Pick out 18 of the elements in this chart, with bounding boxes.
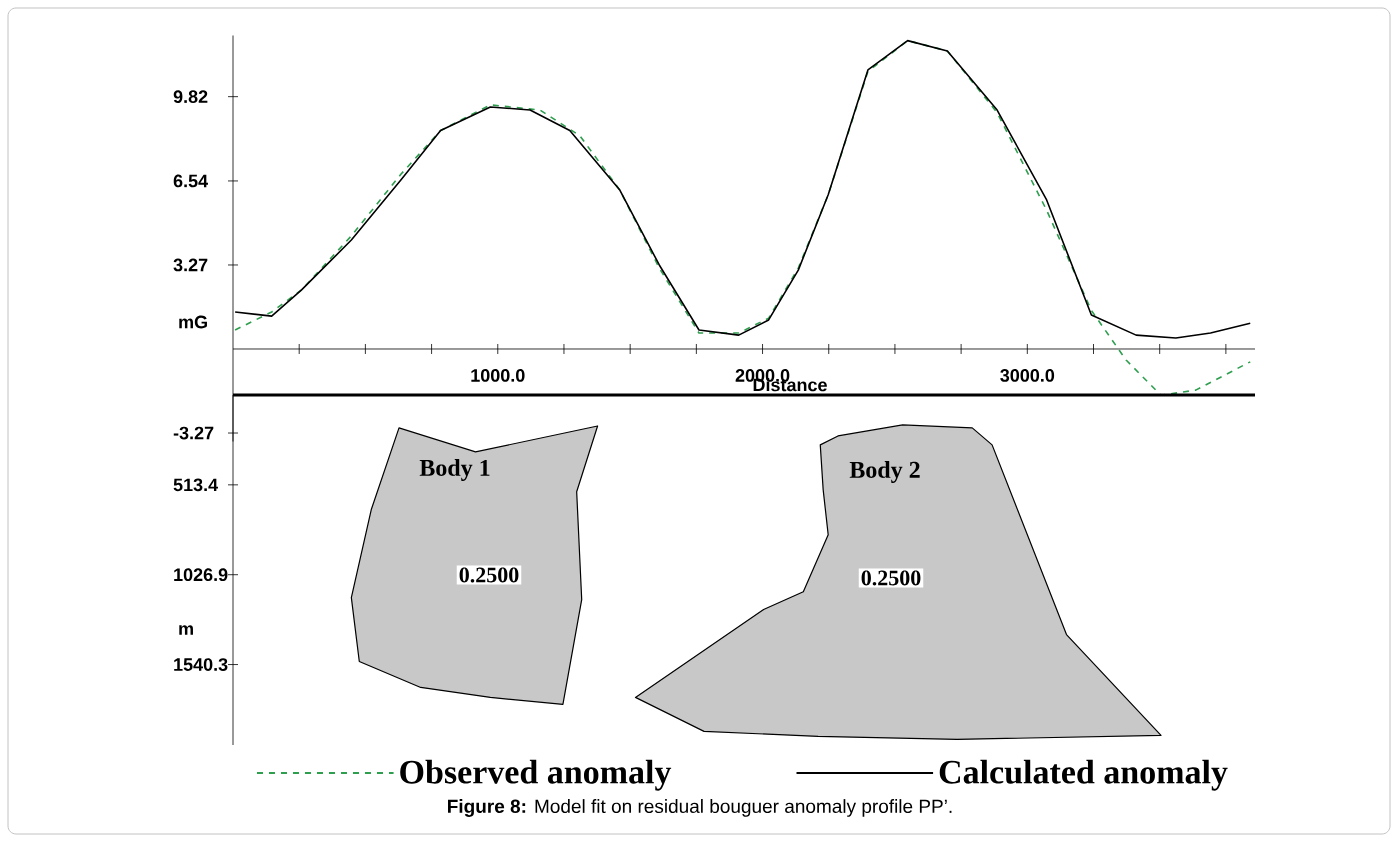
y-tick-label: 3.27 [173, 258, 208, 272]
legend-label: Observed anomaly [400, 759, 672, 791]
legend-label: Calculated anomaly [939, 759, 1228, 791]
annotation: Body 2 [849, 461, 920, 483]
y-tick-label: -3.27 [173, 426, 214, 440]
annotation: 0.2500 [459, 567, 519, 583]
y-tick-label: 6.54 [173, 174, 208, 188]
y-tick-label: 513.4 [173, 478, 219, 492]
x-tick-label: 3000.0 [1000, 369, 1055, 382]
y-tick-label: 9.82 [173, 90, 208, 104]
annotation: 0.2500 [861, 570, 921, 586]
y-axis-title: m [179, 625, 193, 635]
text: Figure 8: Model fit on residual bouguer anomaly profile PP’. [448, 799, 952, 817]
annotation: Body 1 [419, 459, 490, 481]
y-axis-title: mG [179, 315, 207, 329]
y-tick-label: 1026.9 [174, 568, 228, 582]
x-tick-label: 1000.0 [471, 369, 525, 382]
y-tick-label: 1540.3 [174, 658, 228, 671]
